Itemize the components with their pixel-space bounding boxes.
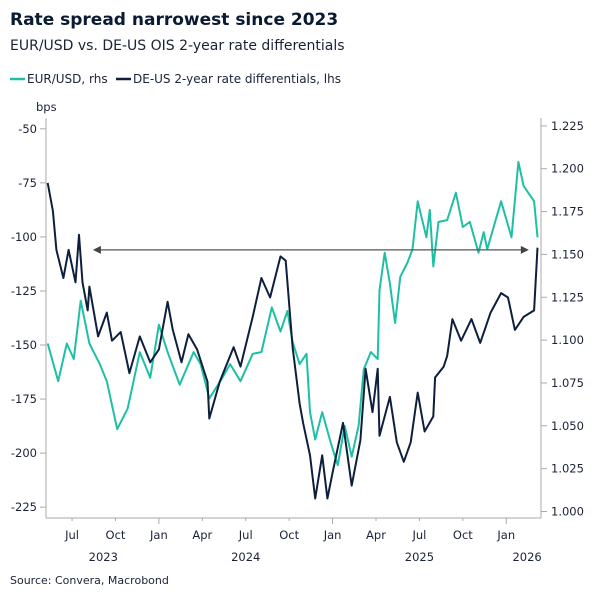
left-tick-label: -100 [11,230,37,244]
chart-subtitle: EUR/USD vs. DE-US OIS 2-year rate differ… [10,38,345,54]
x-year-label: 2025 [405,550,434,564]
right-tick-label: 1.175 [551,205,584,219]
right-tick-label: 1.100 [551,333,584,347]
arrowhead-right-icon [520,245,529,254]
x-year-label: 2023 [89,550,118,564]
right-tick-label: 1.225 [551,119,584,133]
series-line-rate-diff [46,182,539,500]
legend-label-eurusd: EUR/USD, rhs [27,72,108,86]
x-year-label: 2026 [512,550,541,564]
x-tick-label: Jan [149,528,168,542]
x-tick-label: Jan [323,528,342,542]
right-tick-label: 1.125 [551,290,584,304]
x-tick-label: Apr [366,528,386,542]
x-tick-label: Apr [192,528,212,542]
x-tick-label: Oct [106,528,126,542]
source-note: Source: Convera, Macrobond [10,574,169,587]
right-tick-label: 1.050 [551,419,584,433]
left-tick-label: -200 [11,446,37,460]
chart-title: Rate spread narrowest since 2023 [10,10,338,30]
right-tick-label: 1.075 [551,376,584,390]
right-tick-label: 1.025 [551,462,584,476]
left-tick-label: -125 [11,284,37,298]
x-tick-label: Jul [238,528,253,542]
x-tick-label: Oct [453,528,473,542]
left-tick-label: -75 [18,176,37,190]
left-tick-label: -175 [11,392,37,406]
tick-group: -50 -75 -100 -125 -150 -175 -200 -225 1.225 1.200… [11,119,584,564]
left-axis-unit: bps [36,100,57,114]
arrowhead-left-icon [92,245,101,254]
legend-label-rate-diff: DE-US 2-year rate differentials, lhs [133,72,341,86]
x-tick-label: Oct [279,528,299,542]
right-tick-label: 1.000 [551,504,584,518]
left-tick-label: -150 [11,338,37,352]
x-tick-label: Jul [64,528,79,542]
left-tick-label: -50 [18,122,37,136]
x-year-label: 2024 [231,550,260,564]
right-tick-label: 1.150 [551,247,584,261]
series-group [46,160,539,500]
x-tick-label: Jan [496,528,515,542]
axes [45,118,542,519]
legend: EUR/USD, rhs DE-US 2-year rate different… [10,72,341,86]
series-line-eurusd [46,160,539,467]
right-tick-label: 1.200 [551,162,584,176]
annotation-group [92,245,529,254]
left-tick-label: -225 [11,500,37,514]
x-tick-label: Jul [411,528,426,542]
